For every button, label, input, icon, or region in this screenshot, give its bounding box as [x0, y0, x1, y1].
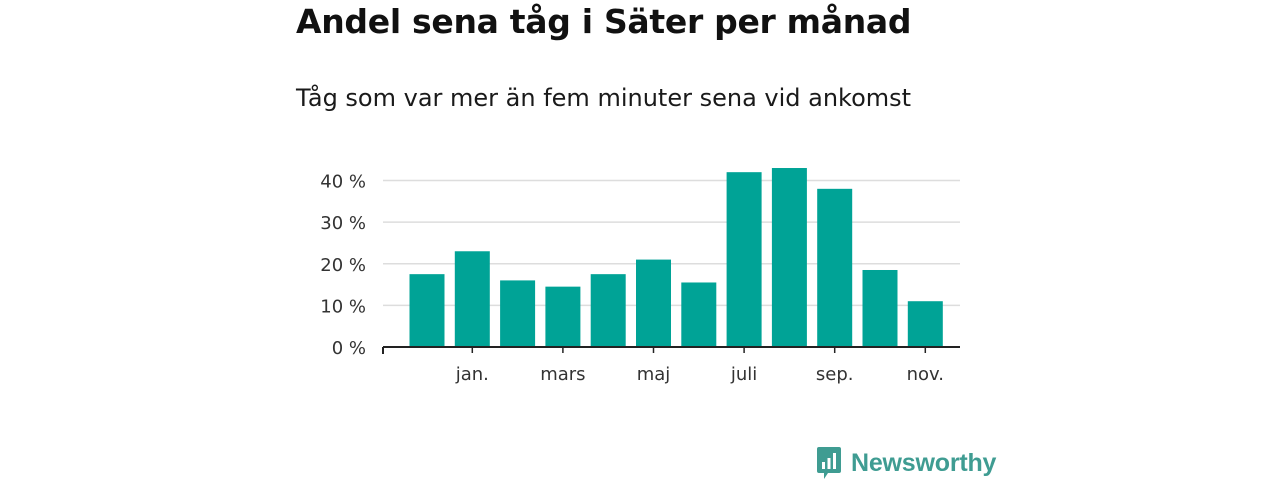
- bar: [409, 274, 445, 347]
- bar: [771, 168, 807, 347]
- bar: [681, 282, 717, 347]
- bar-chart: 0 % 10 % 20 % 30 % 40 % jan. mars maj juli sep. no…: [320, 168, 960, 386]
- bar: [907, 301, 943, 347]
- chart-subtitle: Tåg som var mer än fem minuter sena vid …: [296, 84, 912, 112]
- x-tick-label: jan.: [455, 364, 489, 385]
- axes: [382, 346, 960, 354]
- y-tick-label: 0 %: [332, 338, 366, 359]
- bar: [454, 251, 490, 347]
- y-tick-label: 20 %: [320, 255, 366, 276]
- bar: [817, 188, 853, 347]
- chart-title: Andel sena tåg i Säter per månad: [296, 2, 912, 41]
- y-tick-label: 40 %: [320, 172, 366, 193]
- bar: [862, 269, 898, 347]
- bar: [636, 259, 671, 347]
- bar: [500, 280, 536, 347]
- x-tick-label: nov.: [907, 364, 944, 385]
- newsworthy-chart-icon: [817, 447, 841, 479]
- bar: [545, 286, 581, 347]
- brand-name: Newsworthy: [851, 448, 997, 477]
- y-tick-label: 30 %: [320, 213, 366, 234]
- x-tick-label: sep.: [816, 364, 854, 385]
- bar-series: [409, 168, 943, 347]
- x-tick-label: mars: [540, 364, 585, 385]
- newsworthy-logo: Newsworthy: [815, 446, 996, 480]
- x-tick-label: juli: [730, 364, 757, 385]
- tick-labels: 0 % 10 % 20 % 30 % 40 % jan. mars maj juli sep. no…: [320, 172, 944, 386]
- bar: [726, 172, 762, 347]
- x-tick-label: maj: [637, 364, 671, 385]
- y-tick-label: 10 %: [320, 296, 366, 317]
- bar: [590, 274, 626, 347]
